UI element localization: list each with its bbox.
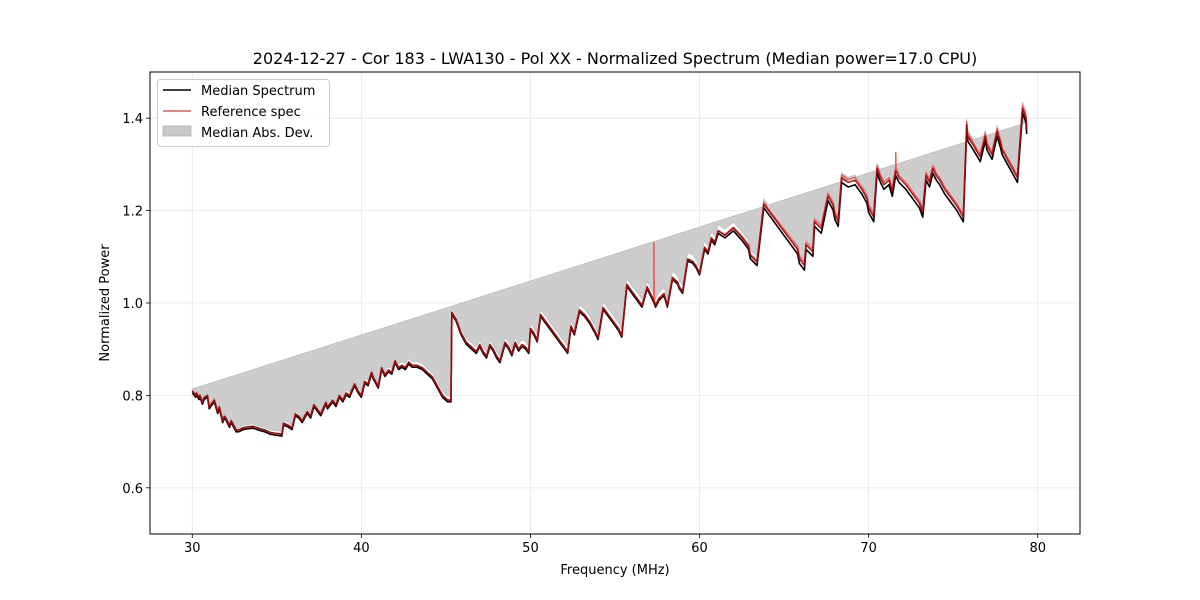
legend-mad-label: Median Abs. Dev. bbox=[201, 126, 313, 141]
x-tick-label: 50 bbox=[522, 541, 539, 556]
legend-reference-label: Reference spec bbox=[201, 105, 301, 120]
y-axis: 0.6 0.8 1.0 1.2 1.4 bbox=[122, 112, 150, 497]
x-axis-label: Frequency (MHz) bbox=[560, 563, 669, 578]
mad-band bbox=[191, 101, 1028, 432]
x-tick-label: 70 bbox=[860, 541, 877, 556]
y-tick-label: 0.6 bbox=[122, 482, 143, 497]
x-tick-label: 40 bbox=[353, 541, 370, 556]
y-tick-label: 1.2 bbox=[122, 205, 143, 220]
legend-median-label: Median Spectrum bbox=[201, 84, 315, 99]
x-tick-label: 60 bbox=[691, 541, 708, 556]
median-spectrum-line bbox=[191, 112, 1028, 437]
legend: Median Spectrum Reference spec Median Ab… bbox=[157, 79, 330, 147]
y-tick-label: 1.0 bbox=[122, 297, 143, 312]
y-axis-label: Normalized Power bbox=[98, 244, 113, 362]
mad-band-area bbox=[191, 101, 1028, 432]
overlap-line bbox=[191, 107, 1028, 436]
legend-mad-swatch bbox=[162, 125, 192, 137]
y-tick-label: 1.4 bbox=[122, 112, 143, 127]
x-axis: 30 40 50 60 70 80 bbox=[184, 534, 1046, 556]
legend-box bbox=[157, 79, 330, 147]
y-tick-label: 0.8 bbox=[122, 389, 143, 404]
chart-title: 2024-12-27 - Cor 183 - LWA130 - Pol XX -… bbox=[253, 49, 977, 68]
x-tick-label: 80 bbox=[1029, 541, 1046, 556]
series-lines bbox=[191, 104, 1028, 437]
x-tick-label: 30 bbox=[184, 541, 201, 556]
